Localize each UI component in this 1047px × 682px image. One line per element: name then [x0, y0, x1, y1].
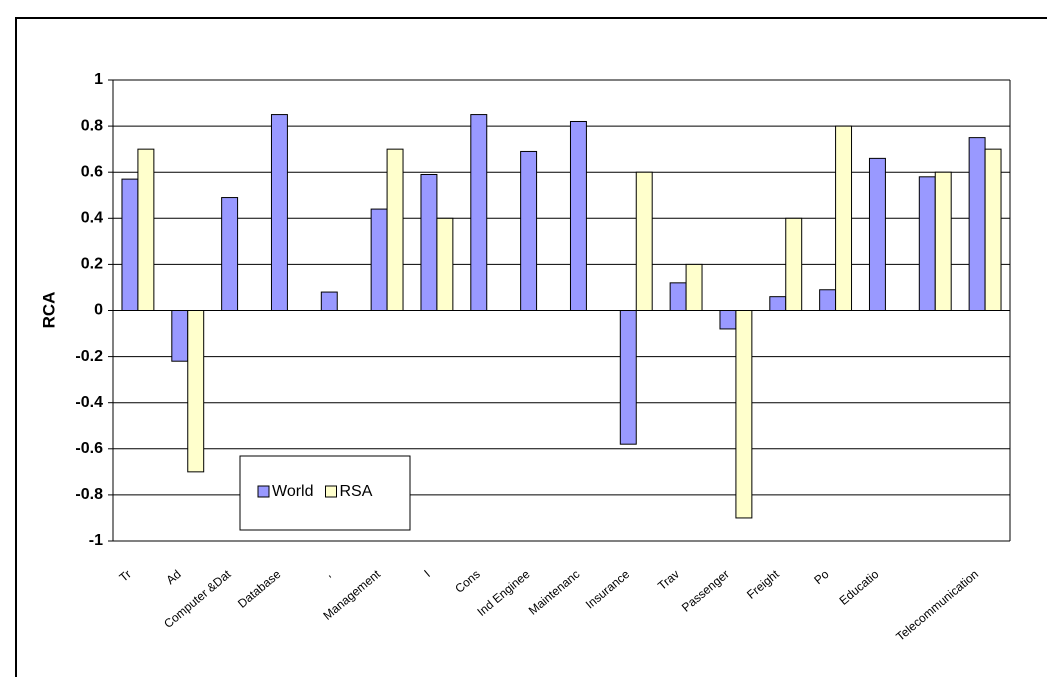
x-tick-label: I — [421, 567, 433, 580]
legend: World RSA — [239, 455, 411, 531]
bar — [984, 148, 1002, 311]
y-tick-label: -0.6 — [75, 440, 103, 457]
bar — [769, 296, 787, 312]
bar — [835, 125, 853, 311]
y-tick-label: 0.8 — [81, 117, 103, 134]
bar — [386, 148, 404, 311]
y-tick-label: 0.4 — [81, 210, 103, 227]
bar — [370, 208, 388, 311]
y-tick-label: -1 — [89, 532, 103, 549]
bar — [137, 148, 155, 311]
legend-label: RSA — [340, 483, 373, 500]
legend-swatch — [325, 485, 337, 498]
bar — [819, 289, 837, 312]
x-tick-label: , — [322, 567, 334, 580]
bar — [320, 291, 338, 311]
bar — [785, 217, 803, 311]
bar — [270, 114, 288, 311]
bar — [669, 282, 687, 311]
bar — [436, 217, 454, 311]
bar — [735, 310, 753, 519]
bar — [171, 310, 189, 362]
y-tick-label: 1 — [94, 71, 103, 88]
bar — [619, 310, 637, 445]
bar — [868, 157, 886, 311]
bar — [420, 174, 438, 311]
bar — [187, 310, 205, 473]
y-tick-label: 0 — [94, 302, 103, 319]
y-tick-label: 0.2 — [81, 256, 103, 273]
y-axis-label: RCA — [39, 292, 58, 329]
y-tick-label: 0.6 — [81, 163, 103, 180]
bar — [934, 171, 952, 311]
legend-swatch — [257, 485, 270, 498]
bar — [685, 263, 703, 311]
bar — [470, 114, 488, 311]
bar — [968, 137, 986, 311]
bar — [569, 120, 587, 311]
bar — [221, 197, 239, 311]
y-tick-label: -0.8 — [75, 486, 103, 503]
y-tick-label: -0.2 — [75, 348, 103, 365]
bar — [635, 171, 653, 311]
legend-label: World — [272, 483, 314, 500]
y-tick-label: -0.4 — [75, 394, 103, 411]
bar — [121, 178, 139, 311]
bar — [520, 150, 538, 311]
bar — [918, 176, 936, 311]
bar — [719, 310, 737, 330]
